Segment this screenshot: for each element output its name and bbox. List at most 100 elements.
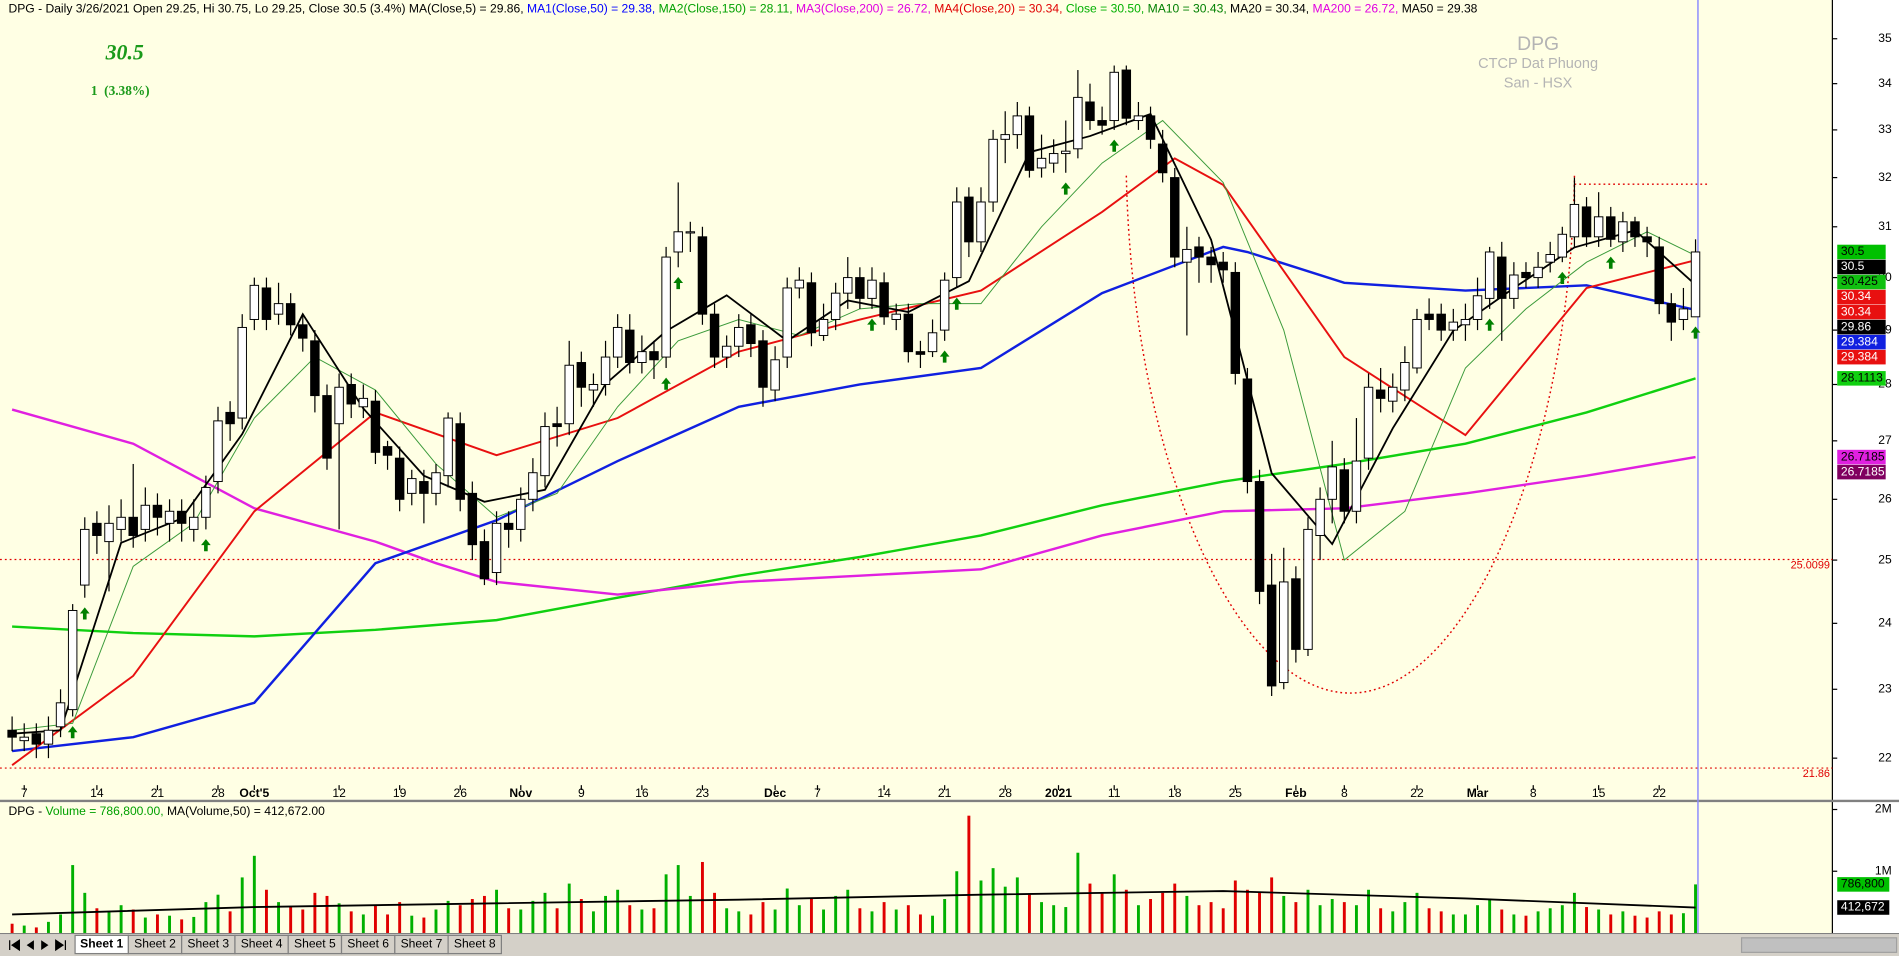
volume-bar (567, 883, 571, 933)
candle-body (419, 481, 429, 494)
value-label-box (1837, 304, 1886, 320)
volume-bar (519, 909, 523, 933)
value-label: 30.34 (1841, 289, 1872, 303)
candle-body (1000, 134, 1010, 140)
volume-bar (1572, 892, 1576, 933)
volume-bar (59, 914, 63, 933)
value-label-box (1837, 449, 1886, 465)
x-tick-label: 8 (1530, 786, 1537, 800)
candle-body (855, 277, 865, 299)
scrollbar[interactable] (1740, 937, 1898, 953)
volume-bar (652, 908, 656, 933)
x-tick-label: 21 (151, 786, 165, 800)
candle-body (746, 324, 756, 345)
buy-signal (951, 297, 962, 310)
volume-bar (555, 908, 559, 933)
nav-prev[interactable] (26, 940, 34, 950)
sheet-tab-label[interactable]: Sheet 5 (294, 937, 336, 951)
volume-bar (337, 903, 341, 933)
candle-body (1509, 274, 1519, 299)
sheet-tab[interactable] (447, 934, 502, 955)
x-tick-label: 23 (696, 786, 710, 800)
volume-bar (422, 917, 426, 933)
volume-tick-label: 1M (1875, 863, 1892, 877)
volume-bar (1149, 899, 1152, 933)
buy-signal (673, 276, 684, 290)
volume-bar (155, 914, 159, 933)
candle-body (164, 510, 175, 524)
x-tick-label: 7 (814, 786, 821, 800)
candle-body (1266, 584, 1277, 687)
candle-body (1424, 313, 1434, 320)
candle-body (939, 279, 950, 331)
volume-bar (931, 915, 934, 933)
candle-body (1133, 115, 1144, 122)
volume-bar (1003, 886, 1007, 933)
candle-body (625, 329, 635, 363)
sheet-tab-label[interactable]: Sheet 3 (187, 937, 229, 951)
candle-body (1630, 221, 1640, 238)
candle-body (1533, 266, 1543, 279)
nav-last[interactable] (55, 939, 67, 952)
volume-bar (882, 902, 886, 933)
candle-body (867, 279, 877, 299)
candle-body (782, 287, 792, 358)
nav-next[interactable] (41, 940, 49, 950)
candle-body (261, 287, 272, 320)
value-label-box (1837, 319, 1886, 335)
value-label-box (1837, 334, 1886, 350)
sheet-tab-label[interactable]: Sheet 7 (401, 937, 443, 951)
x-tick-label: Nov (509, 786, 532, 800)
volume-bar (1270, 877, 1274, 933)
volume-bar (700, 861, 704, 933)
sheet-tab-label[interactable]: Sheet 4 (241, 937, 283, 951)
sheet-tab-label[interactable]: Sheet 2 (134, 937, 176, 951)
price-pane (0, 0, 1833, 800)
candle-body (516, 498, 526, 530)
sheet-tab-label[interactable]: Sheet 6 (347, 937, 389, 951)
sheet-tab-label[interactable]: Sheet 1 (80, 937, 123, 951)
candle-body (903, 313, 914, 353)
value-label: 30.425 (1841, 274, 1878, 288)
candle-body (685, 231, 696, 234)
volume-bar (1669, 914, 1673, 933)
candle-body (382, 446, 393, 456)
volume-bar (1597, 909, 1601, 933)
candle-body (1460, 318, 1471, 326)
candle-body (394, 457, 405, 500)
volume-bar (1621, 911, 1625, 933)
candle-body (92, 522, 102, 536)
candle-body (19, 736, 29, 742)
candle-body (1581, 206, 1592, 238)
x-tick-label: 22 (1652, 786, 1666, 800)
candle-body (649, 351, 659, 361)
volume-bar (1027, 894, 1031, 933)
nav-first[interactable] (9, 939, 20, 952)
volume-bar (410, 915, 414, 933)
volume-bar (386, 914, 390, 933)
candle-body (1642, 236, 1652, 243)
sheet-tab-label[interactable]: Sheet 8 (454, 937, 496, 951)
header-segment: Volume = 786,800.00, (45, 804, 167, 818)
candle-body (1339, 469, 1350, 512)
header-segment: MA200 = 26.72, (1313, 2, 1402, 16)
candle-body (528, 472, 538, 500)
volume-bar (797, 905, 801, 933)
candle-body (1109, 71, 1119, 122)
candle-body (576, 362, 587, 388)
candle-body (104, 522, 114, 543)
volume-bar (119, 905, 123, 933)
volume-bar (1258, 892, 1261, 933)
volume-value-box (1837, 900, 1890, 915)
candle-body (600, 356, 611, 385)
volume-bar (1185, 895, 1189, 933)
candle-body (407, 478, 417, 494)
candle-body (770, 359, 780, 391)
candle-body (237, 326, 247, 419)
moving-average-line (12, 377, 1696, 638)
x-tick-label: 9 (578, 786, 585, 800)
buy-signal (1605, 256, 1616, 269)
volume-value-box (1837, 877, 1890, 892)
candle-body (1194, 246, 1204, 258)
watermark-exchange: San - HSX (1504, 75, 1573, 91)
